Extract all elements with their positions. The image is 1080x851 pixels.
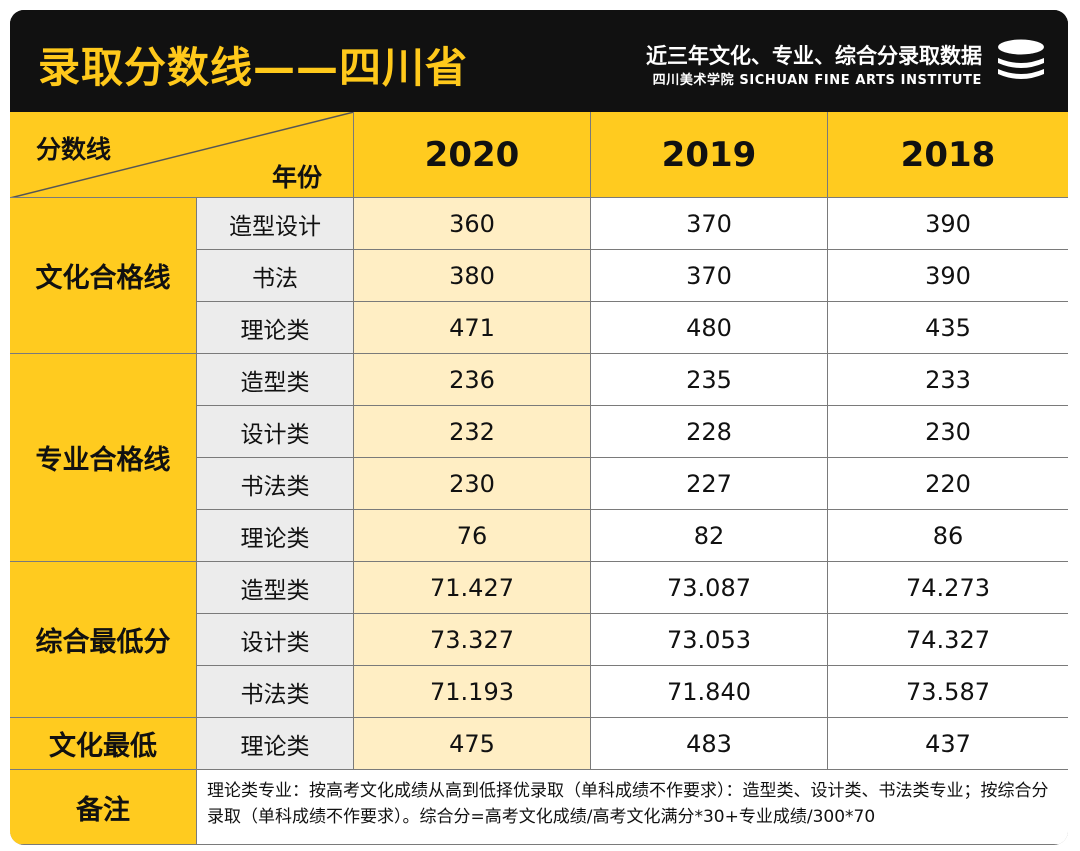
value-cell: 86 bbox=[828, 510, 1068, 562]
year-header-2018: 2018 bbox=[828, 112, 1068, 198]
value-cell: 228 bbox=[591, 406, 828, 458]
row-label: 设计类 bbox=[197, 406, 354, 458]
page-title: 录取分数线——四川省 bbox=[38, 43, 469, 92]
value-cell: 73.087 bbox=[591, 562, 828, 614]
value-cell: 370 bbox=[591, 198, 828, 250]
row-label: 设计类 bbox=[197, 614, 354, 666]
value-cell: 235 bbox=[591, 354, 828, 406]
page-subtitle: 近三年文化、专业、综合分录取数据 bbox=[646, 44, 982, 68]
year-axis-label: 年份 bbox=[272, 163, 323, 192]
value-cell: 71.840 bbox=[591, 666, 828, 718]
note-text: 理论类专业：按高考文化成绩从高到低择优录取（单科成绩不作要求）：造型类、设计类、… bbox=[197, 770, 1068, 845]
stacked-discs-icon bbox=[998, 39, 1044, 79]
row-label: 理论类 bbox=[197, 718, 354, 770]
row-label: 造型设计 bbox=[197, 198, 354, 250]
note-label: 备注 bbox=[10, 770, 197, 845]
value-cell: 435 bbox=[828, 302, 1068, 354]
value-cell: 483 bbox=[591, 718, 828, 770]
value-cell: 390 bbox=[828, 198, 1068, 250]
row-label: 书法类 bbox=[197, 458, 354, 510]
header-bar: 录取分数线——四川省 近三年文化、专业、综合分录取数据 四川美术学院 SICHU… bbox=[10, 10, 1068, 112]
corner-diagonal-line bbox=[10, 112, 353, 197]
institution-name: 四川美术学院 SICHUAN FINE ARTS INSTITUTE bbox=[652, 73, 982, 88]
row-label: 造型类 bbox=[197, 562, 354, 614]
value-cell: 220 bbox=[828, 458, 1068, 510]
value-cell: 230 bbox=[828, 406, 1068, 458]
value-cell: 233 bbox=[828, 354, 1068, 406]
value-cell: 437 bbox=[828, 718, 1068, 770]
value-cell: 230 bbox=[354, 458, 591, 510]
value-cell: 360 bbox=[354, 198, 591, 250]
value-cell: 471 bbox=[354, 302, 591, 354]
group-culture-pass-line: 文化合格线 bbox=[10, 198, 197, 354]
value-cell: 74.273 bbox=[828, 562, 1068, 614]
value-cell: 370 bbox=[591, 250, 828, 302]
row-label: 书法 bbox=[197, 250, 354, 302]
value-cell: 73.053 bbox=[591, 614, 828, 666]
score-table: 分数线 年份 2020 2019 2018 文化合格线 造型设计 360 370… bbox=[10, 112, 1068, 845]
group-culture-min: 文化最低 bbox=[10, 718, 197, 770]
group-composite-min-score: 综合最低分 bbox=[10, 562, 197, 718]
row-label: 造型类 bbox=[197, 354, 354, 406]
value-cell: 74.327 bbox=[828, 614, 1068, 666]
group-major-pass-line: 专业合格线 bbox=[10, 354, 197, 562]
value-cell: 480 bbox=[591, 302, 828, 354]
value-cell: 232 bbox=[354, 406, 591, 458]
year-header-2020: 2020 bbox=[354, 112, 591, 198]
value-cell: 380 bbox=[354, 250, 591, 302]
score-axis-label: 分数线 bbox=[36, 135, 112, 164]
row-label: 书法类 bbox=[197, 666, 354, 718]
value-cell: 236 bbox=[354, 354, 591, 406]
value-cell: 76 bbox=[354, 510, 591, 562]
value-cell: 73.327 bbox=[354, 614, 591, 666]
row-label: 理论类 bbox=[197, 510, 354, 562]
value-cell: 71.427 bbox=[354, 562, 591, 614]
year-header-2019: 2019 bbox=[591, 112, 828, 198]
value-cell: 390 bbox=[828, 250, 1068, 302]
value-cell: 475 bbox=[354, 718, 591, 770]
value-cell: 82 bbox=[591, 510, 828, 562]
row-label: 理论类 bbox=[197, 302, 354, 354]
value-cell: 227 bbox=[591, 458, 828, 510]
corner-header-cell: 分数线 年份 bbox=[10, 112, 354, 198]
value-cell: 73.587 bbox=[828, 666, 1068, 718]
value-cell: 71.193 bbox=[354, 666, 591, 718]
score-card: 录取分数线——四川省 近三年文化、专业、综合分录取数据 四川美术学院 SICHU… bbox=[10, 10, 1068, 845]
